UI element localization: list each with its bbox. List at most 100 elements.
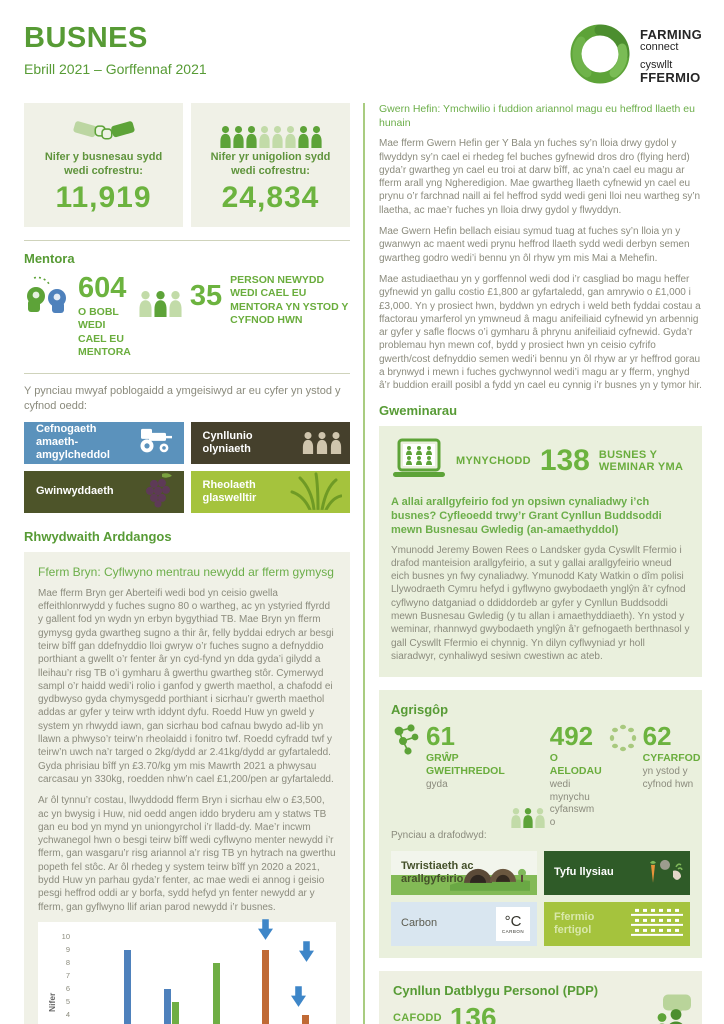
- grass-icon: [286, 471, 343, 513]
- vegetables-icon: [643, 855, 683, 891]
- header: BUSNES Ebrill 2021 – Gorffennaf 2021 FAR…: [0, 0, 724, 91]
- three-people-icon: [139, 282, 182, 318]
- mentored-total: 604 O BOBL WEDI CAEL EU MENTORA: [78, 271, 131, 361]
- pdp-stat: CAFODD 136 PDP EU CREU YN YSTOD Y CYFNOD: [393, 1003, 646, 1024]
- topic-label: Carbon: [401, 917, 438, 930]
- webinars-heading: Gweminarau: [379, 402, 458, 418]
- demo-network-heading: Rhwydwaith Arddangos: [24, 528, 172, 544]
- webinar-attended-suffix: BUSNES Y WEMINAR YMA: [598, 449, 684, 474]
- chart-group-501-525: [115, 936, 156, 1024]
- case-title: Fferm Bryn: Cyflwyno mentrau newydd ar f…: [38, 564, 334, 579]
- members-label: O AELODAU: [549, 752, 602, 778]
- stat-label: Nifer yr unigolion sydd wedi cofrestru:: [210, 151, 331, 177]
- carbon-badge-symbol: °C: [504, 912, 522, 930]
- chart-area: Nifer 012345678910: [46, 918, 324, 1024]
- person-icon: [316, 431, 328, 454]
- column-divider: [363, 103, 365, 1024]
- topic-label: Gwinwyddaeth: [36, 485, 114, 498]
- person-icon: [297, 126, 309, 148]
- topic-agri-environment: Cefnogaeth amaeth-amgylcheddol: [24, 421, 184, 464]
- chart-bars: [74, 936, 318, 1024]
- chart-y-tick: 6: [65, 983, 70, 993]
- new-mentored-count: 35: [189, 279, 223, 312]
- agrisgop-members-stat: 492 O AELODAU wedi mynychu cyfanswm o: [511, 723, 602, 829]
- person-icon: [245, 126, 257, 148]
- mentora-heading: Mentora: [24, 250, 75, 266]
- topic-viticulture: Gwinwyddaeth: [24, 470, 184, 513]
- topic-label: Ffermio fertigol: [554, 910, 595, 936]
- topic-grassland-management: Rheolaeth glaswelltir: [190, 470, 350, 513]
- webinar-stat: MYNYCHODD 138 BUSNES Y WEMINAR YMA: [391, 438, 690, 485]
- figure-1-chart: Nifer 012345678910 476-500501-525526-550…: [38, 918, 336, 1024]
- webinar-attended-prefix: MYNYCHODD: [456, 455, 531, 468]
- mentored-count: 604: [78, 271, 127, 304]
- topic-label: Cynllunio olyniaeth: [202, 429, 253, 455]
- agrisgop-heading: Agrisgôp: [391, 702, 449, 718]
- gwern-paragraph: Mae fferm Gwern Hefin ger Y Bala yn fuch…: [379, 138, 701, 216]
- bar: [212, 962, 220, 1024]
- person-icon: [139, 290, 152, 317]
- chart-y-tick: 8: [65, 957, 70, 967]
- bar: [302, 1014, 310, 1024]
- mentoring-heads-icon: [24, 274, 70, 319]
- bar: [123, 949, 131, 1024]
- chart-y-tick: 3: [60, 1023, 70, 1024]
- bar: [164, 988, 172, 1024]
- topic-vertical-farming: Ffermio fertigol: [544, 901, 690, 946]
- topic-growing-vegetables: Tyfu llysiau: [544, 850, 690, 895]
- handshake-icon: [32, 113, 175, 149]
- person-icon: [523, 808, 533, 829]
- topic-tourism-diversification: Twristiaeth ac arallgyfeirio: [391, 850, 537, 895]
- person-icon: [169, 290, 182, 317]
- topic-label: Rheolaeth glaswelltir: [202, 478, 257, 504]
- chart-group-476-500: [74, 936, 115, 1024]
- logo-cyswllt: cyswllt: [639, 58, 673, 71]
- left-column: Nifer y busnesau sydd wedi cofrestru: 11…: [24, 103, 350, 1024]
- pdp-prefix: CAFODD: [393, 1011, 442, 1024]
- topic-label: Cefnogaeth amaeth-amgylcheddol: [36, 422, 110, 462]
- mentora-topics: Cefnogaeth amaeth-amgylcheddol: [24, 421, 350, 513]
- carbon-badge-icon: °C CARBON: [496, 906, 530, 941]
- title-block: BUSNES Ebrill 2021 – Gorffennaf 2021: [24, 22, 207, 77]
- wreath-icon: [608, 723, 638, 829]
- chart-plot-wrap: 012345678910: [62, 918, 324, 1024]
- network-icon: [391, 723, 421, 829]
- topic-label: Tyfu llysiau: [554, 866, 614, 879]
- arrow-down-icon: [258, 918, 273, 945]
- logo-swirl-icon: [568, 22, 632, 91]
- divider: [24, 239, 350, 241]
- webinar-box: MYNYCHODD 138 BUSNES Y WEMINAR YMA A all…: [379, 425, 702, 678]
- meetings-sublabel: yn ystod y cyfnod hwn: [642, 766, 694, 790]
- chart-group-526-550: [155, 936, 196, 1024]
- registered-businesses-card: Nifer y busnesau sydd wedi cofrestru: 11…: [24, 103, 183, 227]
- right-column: Gwern Hefin: Ymchwilio i fuddion arianno…: [379, 103, 702, 1024]
- mentora-stats: 604 O BOBL WEDI CAEL EU MENTORA 35 PERSO…: [24, 271, 350, 361]
- chart-y-tick: 10: [61, 931, 70, 941]
- chart-plot: 012345678910: [62, 918, 318, 1024]
- registration-stats: Nifer y busnesau sydd wedi cofrestru: 11…: [24, 103, 350, 227]
- laptop-audience-icon: [391, 438, 447, 485]
- individuals-count: 24,834: [221, 180, 320, 214]
- agrisgop-meetings-stat: 62 CYFARFOD yn ystod y cyfnod hwn: [608, 721, 700, 829]
- tractor-icon: [136, 427, 176, 459]
- person-icon: [271, 126, 283, 148]
- person-icon: [302, 431, 314, 454]
- chart-y-tick: 4: [65, 1009, 70, 1019]
- fferm-bryn-case-study: Fferm Bryn: Cyflwyno mentrau newydd ar f…: [24, 551, 350, 1024]
- page-title: BUSNES: [24, 22, 148, 54]
- groups-sublabel: gyda: [426, 779, 448, 791]
- chart-group-551-575: [196, 936, 237, 1024]
- meetings-count: 62: [642, 721, 672, 752]
- person-icon: [154, 290, 167, 317]
- carbon-badge-caption: CARBON: [501, 928, 525, 934]
- topics-intro: Y pynciau mwyaf poblogaidd a ymgeisiwyd …: [24, 385, 341, 412]
- content: Nifer y busnesau sydd wedi cofrestru: 11…: [0, 91, 724, 1024]
- chart-y-tick: 5: [65, 996, 70, 1006]
- chart-group-576-600: [237, 936, 278, 1024]
- new-mentored-label: PERSON NEWYDD WEDI CAEL EU MENTORA YN YS…: [230, 273, 349, 327]
- pdp-heading: Cynllun Datblygu Personol (PDP): [393, 982, 599, 998]
- mentored-label: O BOBL WEDI CAEL EU MENTORA: [78, 305, 131, 359]
- logo-connect: connect: [639, 40, 679, 53]
- divider: [24, 373, 350, 375]
